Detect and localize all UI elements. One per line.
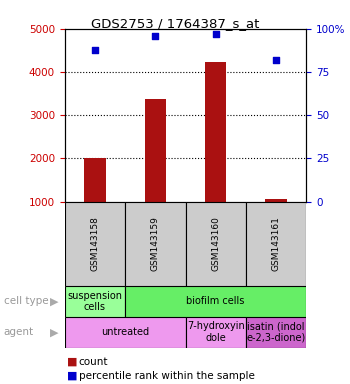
Text: percentile rank within the sample: percentile rank within the sample [79, 371, 255, 381]
Text: suspension
cells: suspension cells [68, 291, 122, 312]
Text: GSM143160: GSM143160 [211, 217, 220, 271]
Point [273, 57, 279, 63]
Text: GSM143161: GSM143161 [272, 217, 281, 271]
Bar [246, 202, 306, 286]
Bar [186, 202, 246, 286]
Point [213, 31, 218, 37]
Point [153, 33, 158, 39]
Text: GSM143159: GSM143159 [151, 217, 160, 271]
Text: GDS2753 / 1764387_s_at: GDS2753 / 1764387_s_at [91, 17, 259, 30]
Bar [125, 286, 306, 317]
Bar [65, 317, 186, 348]
Text: ■: ■ [66, 357, 77, 367]
Bar [65, 286, 125, 317]
Text: ▶: ▶ [50, 296, 58, 306]
Bar [266, 199, 287, 202]
Bar [84, 159, 105, 202]
Bar [145, 99, 166, 202]
Text: ▶: ▶ [50, 327, 58, 337]
Text: isatin (indol
e-2,3-dione): isatin (indol e-2,3-dione) [246, 321, 306, 343]
Text: GSM143158: GSM143158 [90, 217, 99, 271]
Bar [205, 63, 226, 202]
Text: 7-hydroxyin
dole: 7-hydroxyin dole [187, 321, 245, 343]
Bar [186, 317, 246, 348]
Bar [65, 202, 125, 286]
Text: untreated: untreated [101, 327, 149, 337]
Text: ■: ■ [66, 371, 77, 381]
Point [92, 46, 98, 53]
Text: biofilm cells: biofilm cells [187, 296, 245, 306]
Text: cell type: cell type [4, 296, 48, 306]
Bar [125, 202, 186, 286]
Bar [246, 317, 306, 348]
Text: agent: agent [4, 327, 34, 337]
Text: count: count [79, 357, 108, 367]
